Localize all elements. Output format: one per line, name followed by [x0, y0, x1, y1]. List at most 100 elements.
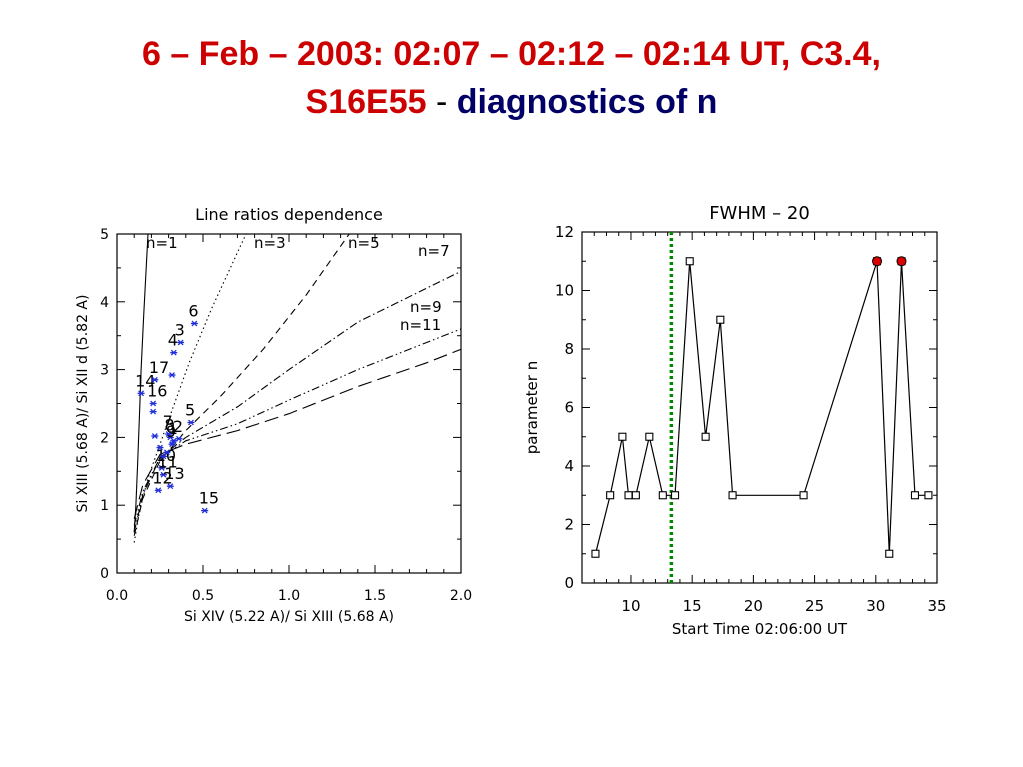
plot1-ytick-label: 3	[100, 363, 109, 379]
plot1-curve-label: n=1	[146, 234, 178, 252]
plot2-point	[885, 549, 894, 558]
plot1-point-stroke	[151, 433, 158, 439]
plot1-point-stroke	[158, 465, 165, 471]
plot1-ytick-label: 1	[100, 498, 109, 514]
plot1-point-label: 10	[156, 446, 176, 465]
plot1-ytick-label: 2	[100, 430, 109, 446]
plot1-point-label: 14	[135, 371, 155, 390]
plot1-xtick-label: 0.5	[192, 588, 214, 604]
plot1-point	[168, 441, 176, 448]
plot1-point	[175, 435, 183, 442]
plot2-title: FWHM – 20	[709, 203, 810, 224]
plot1-curve-label: n=11	[400, 316, 441, 334]
plot1-point-stroke	[201, 507, 208, 514]
plot1-ytick-label: 5	[100, 227, 109, 243]
plot1-ylabel: Si XIII (5.68 A)/ Si XII d (5.82 A)	[75, 295, 91, 513]
plot2-xtick-label: 10	[621, 597, 640, 615]
plot1-point-label: 3	[175, 320, 185, 339]
plot2-point	[924, 491, 933, 500]
plot1-point-stroke	[188, 419, 194, 426]
plot1-point	[149, 408, 157, 415]
title-line-2: S16E55 - diagnostics of n	[0, 78, 1023, 126]
plot2-frame	[581, 231, 938, 584]
plot2-xtick-label: 20	[744, 597, 763, 615]
plot2-ytick-label: 2	[564, 516, 574, 534]
plot1-xlabel: Si XIV (5.22 A)/ Si XIII (5.68 A)	[184, 609, 394, 625]
plot1-point	[177, 339, 185, 346]
plot1-point-stroke	[170, 349, 177, 356]
plot2-point	[645, 432, 654, 441]
plot1-point-label: 5	[185, 400, 195, 419]
plot2-point	[591, 549, 600, 558]
plot1-point	[151, 376, 159, 383]
plot1-curve-label: n=9	[410, 298, 442, 316]
plot2-point	[728, 491, 737, 500]
plot1-point-stroke	[160, 471, 167, 478]
plot1-point-stroke	[150, 408, 157, 415]
title-location: S16E55	[305, 83, 427, 121]
plot1-point	[201, 507, 209, 514]
plot1-point-label: 17	[149, 358, 169, 377]
plot2-ylabel: parameter n	[523, 361, 541, 454]
plot1-xtick-label: 1.5	[364, 588, 386, 604]
plot1-frame	[116, 233, 462, 574]
plot1-point-label: 8	[164, 415, 174, 434]
plot2-highlight-point	[872, 256, 883, 267]
plot1-point	[158, 465, 166, 471]
plot1-point	[170, 349, 178, 356]
plot1-point-stroke	[165, 431, 172, 437]
plot1-point-label: 2	[173, 417, 183, 436]
plot2-point	[606, 491, 615, 500]
plot1-point-stroke	[169, 372, 175, 378]
plot1-point-stroke	[176, 435, 182, 442]
plot1-point	[154, 487, 162, 494]
plot1-point-stroke	[155, 487, 162, 494]
plot2-xlabel: Start Time 02:06:00 UT	[672, 620, 848, 638]
plot1-point	[159, 471, 167, 478]
plot1-point	[151, 433, 159, 439]
plot1-point-stroke	[150, 400, 157, 407]
plot1-point-stroke	[151, 376, 158, 383]
plot2-xtick-label: 25	[805, 597, 824, 615]
slide-title: 6 – Feb – 2003: 02:07 – 02:12 – 02:14 UT…	[0, 30, 1023, 126]
plot2-point	[624, 491, 633, 500]
plot1-point-label: 1	[168, 419, 178, 438]
plot2-xtick-label: 35	[927, 597, 946, 615]
plot1-point	[165, 431, 173, 437]
plot1-point-label: 16	[147, 382, 167, 401]
plot2-point	[658, 491, 667, 500]
plot1-point-stroke	[169, 441, 175, 448]
plot2-xtick-label: 15	[683, 597, 702, 615]
plot1-point-label: 13	[164, 464, 184, 483]
plot2-point	[910, 491, 920, 500]
plot2-ytick-label: 4	[564, 457, 574, 475]
plot2-point	[716, 315, 725, 324]
plot2-point	[631, 491, 640, 500]
plot2-point	[670, 491, 680, 500]
title-line-1: 6 – Feb – 2003: 02:07 – 02:12 – 02:14 UT…	[141, 35, 881, 73]
plot1-point-stroke	[177, 339, 184, 346]
plot1-point-stroke	[170, 437, 177, 444]
plot1-point	[149, 400, 157, 407]
plot2-point	[799, 491, 808, 500]
plot1-point	[168, 372, 176, 378]
plot2-ytick-label: 0	[564, 574, 574, 592]
plot1-point	[190, 320, 198, 327]
plot1-point-label: 7	[163, 412, 173, 431]
plot1-point	[187, 419, 195, 426]
title-separator: -	[426, 83, 457, 121]
plot1-curve-n11	[133, 348, 461, 519]
plot1-curve-n5	[133, 234, 350, 536]
plot1-point-stroke	[167, 483, 174, 490]
plot1-curve-n7	[133, 270, 461, 533]
plot1-point-stroke	[138, 390, 144, 397]
plot1-point-stroke	[191, 320, 198, 327]
plot2-point	[618, 432, 627, 441]
plot2-xtick-label: 30	[866, 597, 885, 615]
plot1-point-stroke	[163, 449, 170, 456]
plot2-ytick-label: 12	[555, 223, 574, 241]
plot1-point	[166, 434, 174, 441]
plot1-point-label: 12	[152, 468, 172, 487]
plot2-ytick-label: 10	[555, 282, 574, 300]
